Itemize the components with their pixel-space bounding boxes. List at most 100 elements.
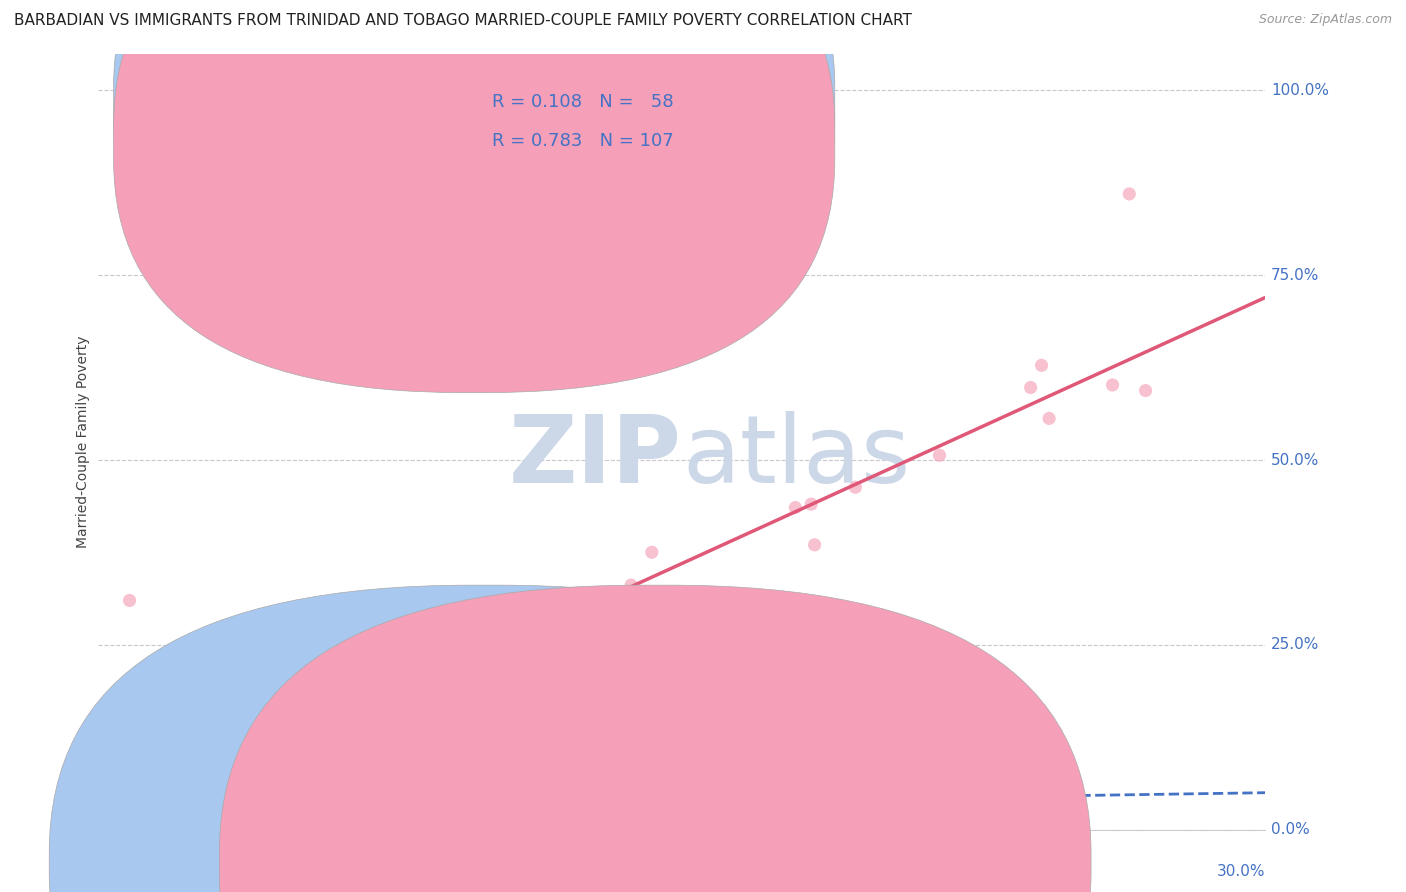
Point [107,787,129,801]
FancyBboxPatch shape [114,0,835,392]
Point [93,811,115,825]
Point [115,822,138,837]
Point [471,786,494,800]
Point [242,803,264,817]
Point [94,792,117,806]
Point [108,819,131,833]
Point [110,822,132,837]
Point [1019,380,1042,394]
Point [112,806,135,821]
Point [1038,411,1060,425]
Point [332,713,354,727]
Point [94,814,117,829]
Text: 100.0%: 100.0% [1271,83,1329,98]
Point [124,781,146,796]
Point [170,783,193,797]
Point [93,813,115,827]
Point [132,802,155,816]
Point [89,811,111,825]
Point [389,698,412,712]
Point [193,808,215,822]
Point [111,779,134,793]
Point [112,804,135,818]
Point [444,656,467,670]
Point [131,822,153,837]
Point [467,616,489,631]
Text: 30.0%: 30.0% [1218,864,1265,880]
Point [89,822,111,837]
Point [155,811,177,825]
Point [1101,378,1123,392]
Point [117,776,139,790]
Text: 0.0%: 0.0% [98,864,138,880]
Point [641,545,664,559]
Point [157,740,180,755]
Point [97,797,120,811]
Point [138,808,160,822]
Text: Source: ZipAtlas.com: Source: ZipAtlas.com [1258,13,1392,27]
Point [139,802,162,816]
Point [122,814,145,829]
Point [94,822,117,836]
Point [120,798,142,813]
Point [94,811,117,825]
FancyBboxPatch shape [443,69,699,174]
Point [89,810,111,824]
Point [124,822,146,837]
Text: 0.0%: 0.0% [1271,822,1310,837]
Point [105,821,128,835]
Point [425,766,447,780]
Text: Barbadians: Barbadians [506,856,581,869]
Point [307,780,329,794]
Point [278,741,301,756]
Point [157,811,180,825]
Point [143,820,166,834]
Text: ZIP: ZIP [509,411,682,503]
Point [366,791,388,805]
Point [98,822,121,837]
Point [120,786,142,800]
Point [1031,359,1053,373]
Point [121,803,143,817]
Point [163,808,186,822]
Point [107,819,129,833]
Text: 50.0%: 50.0% [1271,452,1320,467]
Point [87,800,110,814]
Point [803,538,825,552]
Point [120,822,142,837]
Point [91,816,114,830]
Point [184,769,207,783]
Point [468,789,491,804]
Point [297,788,319,802]
Point [152,816,174,830]
Point [138,812,160,826]
Point [101,802,124,816]
Point [112,795,135,809]
Point [108,819,131,833]
Point [110,822,132,837]
Point [112,815,135,830]
Point [132,788,155,802]
Point [162,778,184,792]
Point [800,497,823,511]
Point [238,810,260,824]
Point [115,816,138,830]
Point [96,801,118,815]
Point [98,794,121,808]
Point [96,822,118,837]
Point [111,807,134,822]
Point [194,740,217,755]
Point [187,778,209,792]
Point [139,815,162,830]
Point [120,815,142,830]
Point [98,822,121,837]
Point [191,799,214,814]
Point [184,822,207,836]
Text: 25.0%: 25.0% [1271,637,1320,652]
Point [541,784,564,798]
Point [190,800,212,814]
Point [107,786,129,800]
Text: 75.0%: 75.0% [1271,268,1320,283]
Point [173,809,195,823]
Point [191,805,214,820]
